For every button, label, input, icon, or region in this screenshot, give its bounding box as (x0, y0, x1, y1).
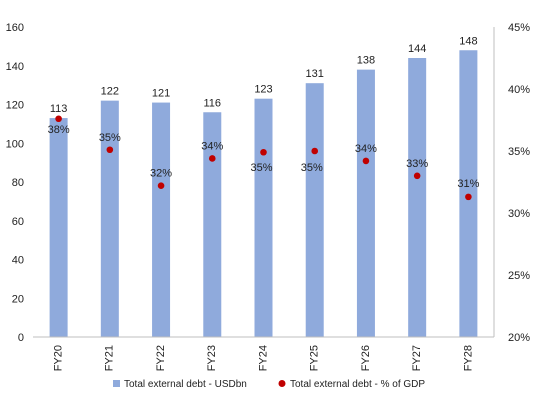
axes (33, 27, 495, 338)
left-tick-label: 40 (12, 255, 24, 267)
left-tick-label: 80 (12, 177, 24, 189)
right-tick-label: 45% (508, 22, 530, 34)
x-tick-label-fy25: FY25 (309, 345, 321, 371)
x-tick-label-fy27: FY27 (411, 345, 423, 371)
right-tick-label: 20% (508, 332, 530, 344)
legend-dot-label: Total external debt - % of GDP (290, 379, 425, 390)
bar-fy25 (305, 83, 324, 337)
x-tick-label-fy21: FY21 (104, 345, 116, 371)
left-tick-label: 20 (12, 293, 24, 305)
bar-label-fy27: 144 (408, 43, 426, 55)
point-label-fy28: 31% (457, 178, 479, 190)
point-fy24 (260, 148, 267, 156)
point-fy20 (55, 115, 62, 123)
point-fy25 (311, 147, 319, 155)
x-tick-label-fy24: FY24 (257, 345, 269, 371)
bar-fy23 (203, 112, 222, 337)
right-tick-label: 35% (508, 146, 530, 158)
left-tick-label: 160 (6, 22, 24, 34)
left-tick-label: 100 (6, 138, 24, 150)
point-fy21 (106, 146, 114, 154)
bar-fy22 (152, 102, 171, 337)
left-tick-label: 140 (6, 61, 24, 73)
point-fy22 (157, 182, 165, 190)
point-fy28 (465, 193, 472, 201)
right-tick-label: 40% (508, 84, 530, 96)
point-label-fy20: 38% (48, 124, 70, 136)
point-label-fy26: 34% (355, 143, 377, 155)
point-fy23 (208, 155, 216, 162)
x-tick-label-fy20: FY20 (53, 345, 65, 371)
scatter-series (55, 115, 472, 201)
point-label-fy25: 35% (301, 162, 323, 174)
bar-label-fy23: 116 (204, 97, 222, 109)
legend: Total external debt - USDbn Total extern… (113, 379, 425, 390)
point-fy26 (362, 157, 370, 165)
bar-label-fy24: 123 (254, 84, 272, 96)
scatter-data-labels: 38% 35% 32% 34% 35% 35% 34% 33% 31% (48, 124, 480, 190)
legend-dot-swatch (278, 380, 286, 387)
x-axis-tick-labels: FY20 FY21 FY22 FY23 FY24 FY25 FY26 FY27 FY28 (53, 345, 475, 371)
left-tick-label: 60 (12, 216, 24, 228)
bar-label-fy22: 121 (152, 88, 170, 100)
point-label-fy24: 35% (250, 162, 272, 174)
right-axis-tick-labels: 20% 25% 30% 35% 40% 45% (508, 22, 530, 344)
bar-fy27 (408, 58, 427, 337)
legend-bar-swatch (113, 380, 120, 387)
point-fy27 (413, 172, 421, 180)
bar-label-fy21: 122 (101, 86, 119, 98)
bar-label-fy20: 113 (50, 103, 68, 115)
x-tick-label-fy26: FY26 (360, 345, 372, 371)
bar-label-fy28: 148 (459, 35, 477, 47)
point-label-fy27: 33% (406, 158, 428, 170)
left-tick-label: 0 (18, 332, 24, 344)
point-label-fy23: 34% (201, 140, 223, 152)
bar-fy21 (100, 100, 119, 338)
x-tick-label-fy28: FY28 (462, 345, 474, 371)
left-tick-label: 120 (6, 100, 24, 112)
bar-fy26 (356, 69, 375, 338)
bar-fy20 (49, 118, 68, 337)
left-axis-tick-labels: 0 20 40 60 80 100 120 140 160 (6, 22, 24, 344)
right-tick-label: 30% (508, 208, 530, 220)
x-tick-label-fy22: FY22 (155, 345, 167, 371)
x-tick-label-fy23: FY23 (206, 345, 218, 371)
bar-data-labels: 113 122 121 116 123 131 138 144 148 (50, 35, 478, 115)
legend-bar-label: Total external debt - USDbn (124, 379, 247, 390)
bar-label-fy26: 138 (357, 55, 375, 67)
bar-fy24 (254, 98, 273, 337)
point-label-fy21: 35% (99, 132, 121, 144)
bar-label-fy25: 131 (306, 68, 324, 80)
right-tick-label: 25% (508, 270, 530, 282)
point-label-fy22: 32% (150, 168, 172, 180)
